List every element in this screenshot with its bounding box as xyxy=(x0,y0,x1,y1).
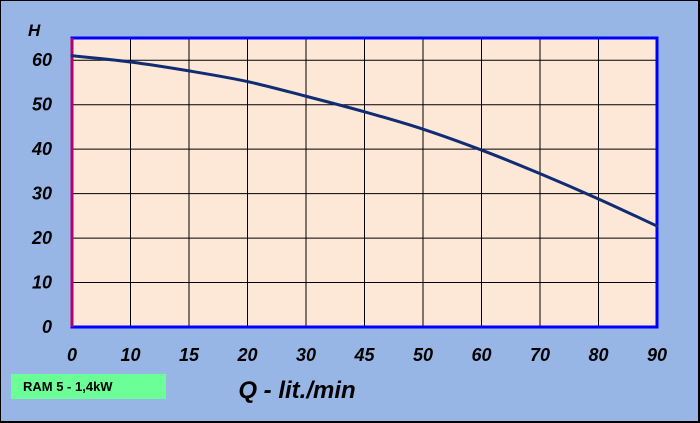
x-tick-label: 30 xyxy=(296,345,316,365)
x-axis-label: Q - lit./min xyxy=(238,377,355,404)
x-tick-label: 50 xyxy=(413,345,433,365)
model-label-badge: RAM 5 - 1,4kW xyxy=(11,374,166,399)
data-series xyxy=(70,54,659,228)
y-tick-labels: 0 10 20 30 40 50 60 xyxy=(31,50,52,337)
y-tick-label: 30 xyxy=(32,184,52,204)
y-axis-label: H xyxy=(28,21,41,40)
x-tick-label: 10 xyxy=(120,345,140,365)
y-tick-label: 40 xyxy=(31,139,52,159)
y-tick-label: 20 xyxy=(31,228,52,248)
y-tick-label: 10 xyxy=(32,273,52,293)
y-tick-label: 60 xyxy=(32,50,52,70)
x-tick-label: 20 xyxy=(236,345,257,365)
x-tick-label: 90 xyxy=(647,345,667,365)
y-tick-label: 0 xyxy=(42,317,52,337)
pump-curve-line xyxy=(70,54,659,228)
model-label-text: RAM 5 - 1,4kW xyxy=(23,379,113,394)
x-tick-label: 15 xyxy=(179,345,200,365)
x-tick-label: 60 xyxy=(471,345,491,365)
x-tick-label: 45 xyxy=(353,345,375,365)
x-tick-labels: 0 10 15 20 30 45 50 60 70 80 90 xyxy=(67,345,667,365)
x-tick-label: 80 xyxy=(588,345,608,365)
y-tick-label: 50 xyxy=(32,95,52,115)
x-tick-label: 0 xyxy=(67,345,77,365)
x-tick-label: 70 xyxy=(530,345,550,365)
grid-lines xyxy=(72,38,657,327)
